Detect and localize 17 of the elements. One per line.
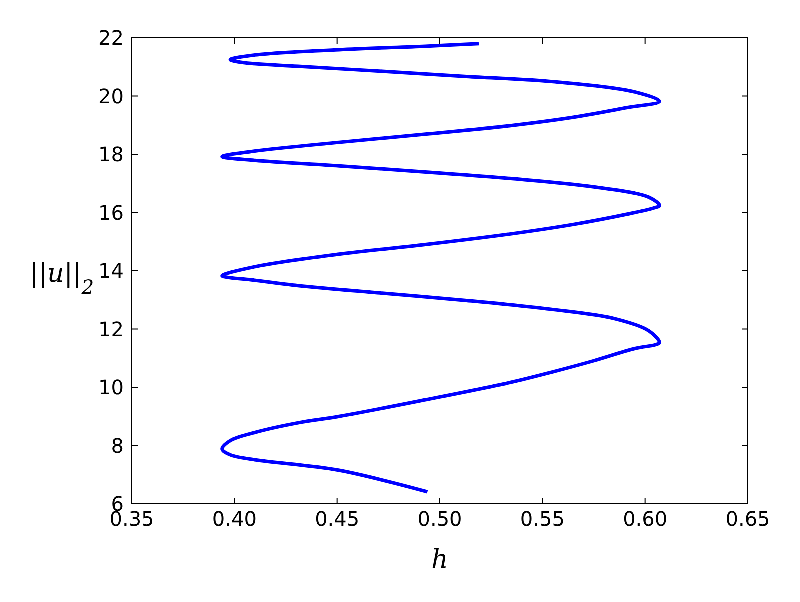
x-tick-label: 0.50: [418, 507, 462, 531]
y-tick-label: 18: [98, 142, 124, 166]
x-tick-label: 0.55: [520, 507, 565, 531]
x-axis-title: h: [432, 545, 448, 575]
y-tick-label: 10: [98, 376, 124, 400]
y-tick-label: 22: [98, 26, 124, 50]
y-tick-label: 16: [98, 200, 124, 225]
x-tick-label: 0.45: [315, 507, 360, 531]
y-axis-title: ||u||$_{2}$: [30, 259, 94, 298]
line-series: [220, 42, 662, 494]
y-tick-label: 8: [111, 434, 124, 458]
x-tick-label: 0.60: [623, 507, 668, 531]
x-tick-label: 0.65: [726, 507, 770, 531]
y-tick-label: 14: [98, 259, 124, 283]
x-tick-label: 0.40: [212, 507, 257, 531]
y-tick-label: 12: [98, 317, 124, 342]
y-tick-label: 20: [98, 84, 124, 108]
